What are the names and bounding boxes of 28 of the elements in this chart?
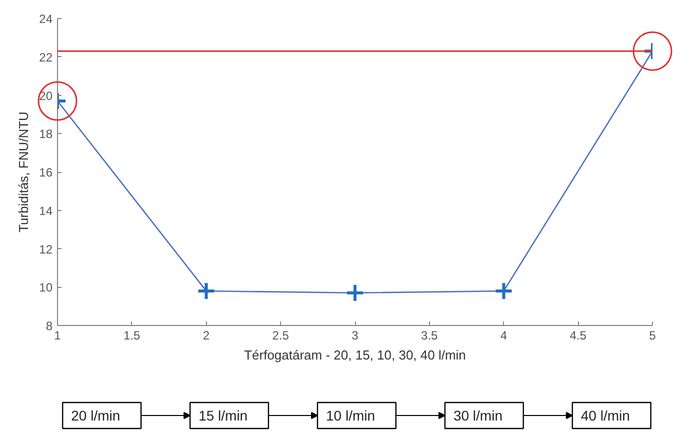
x-tick-label: 4 <box>500 328 508 342</box>
text: 30 l/min <box>453 408 502 424</box>
point <box>494 281 514 300</box>
x-tick-label: 1 <box>54 328 62 342</box>
point <box>346 283 364 302</box>
text: 15 l/min <box>198 408 248 424</box>
point <box>196 281 216 300</box>
x-tick-label: 4.5 <box>570 328 587 342</box>
x-tick-label: 3.5 <box>421 328 438 342</box>
x-tick-label: 2.5 <box>272 328 290 342</box>
y-tick-label: 16 <box>39 166 53 180</box>
y-tick-label: 18 <box>39 127 53 142</box>
y-tick-label: 20 <box>39 88 53 103</box>
x-tick-label: 2 <box>202 328 210 342</box>
y-tick-label: 24 <box>39 12 53 26</box>
text: 40 l/min <box>580 408 630 424</box>
x-tick-label: 3 <box>352 328 359 342</box>
y-tick-label: 14 <box>39 204 53 218</box>
y-axis-title: Turbiditás, FNU/NTU <box>16 112 32 232</box>
x-axis-title: Térfogatáram - 20, 15, 10, 30, 40 l/min <box>244 348 466 362</box>
y-tick-label: 12 <box>39 242 53 256</box>
x-tick-label: 5 <box>649 328 656 342</box>
y-tick-label: 10 <box>39 280 53 295</box>
y-tick-label: 8 <box>46 319 53 333</box>
x-tick-label: 1.5 <box>124 328 141 342</box>
y-tick-label: 22 <box>39 50 53 64</box>
text: 20 l/min <box>71 408 120 424</box>
text: 10 l/min <box>326 408 376 424</box>
